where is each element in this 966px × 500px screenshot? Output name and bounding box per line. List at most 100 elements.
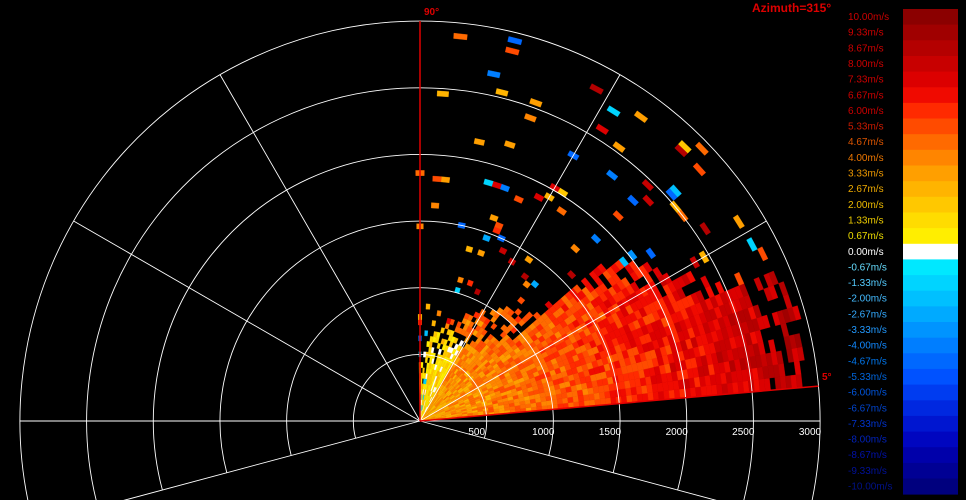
velocity-cell [544, 300, 554, 310]
velocity-cell [642, 261, 653, 274]
colorbar-swatch [903, 415, 958, 432]
colorbar-label: 9.33m/s [848, 28, 884, 39]
velocity-cell [517, 296, 526, 305]
colorbar-swatch [903, 259, 958, 276]
velocity-cell [627, 194, 639, 207]
velocity-cell [699, 221, 711, 236]
radial-spoke [419, 420, 717, 500]
colorbar-swatch [903, 165, 958, 182]
velocity-cell [761, 314, 771, 329]
velocity-cell [621, 395, 628, 404]
velocity-cell [732, 214, 745, 229]
colorbar-swatch [903, 368, 958, 385]
colorbar-swatch [903, 24, 958, 41]
colorbar-swatch [903, 149, 958, 166]
velocity-cell [520, 272, 530, 281]
velocity-cell [714, 281, 725, 295]
velocity-cell [513, 195, 524, 204]
velocity-cell [663, 390, 670, 400]
colorbar-swatch [903, 290, 958, 307]
velocity-cell [436, 342, 441, 350]
velocity-cell [645, 247, 657, 260]
velocity-cell [642, 194, 655, 207]
velocity-cell [589, 83, 604, 95]
velocity-cell [473, 311, 480, 319]
colorbar-label: -1.33m/s [848, 278, 887, 289]
velocity-cell [483, 178, 494, 187]
radial-spoke [73, 220, 421, 422]
range-tick-label: 1000 [532, 427, 555, 438]
velocity-cell [793, 360, 802, 376]
velocity-cell [620, 276, 631, 288]
colorbar-label: -8.00m/s [848, 435, 887, 446]
velocity-cell [458, 339, 465, 347]
range-tick-label: 2500 [732, 427, 755, 438]
polar-grid [19, 20, 821, 500]
velocity-cell [596, 263, 607, 274]
colorbar-swatch [903, 228, 958, 245]
velocity-cell [486, 333, 494, 341]
velocity-cell [685, 270, 696, 284]
colorbar-label: -9.33m/s [848, 466, 887, 477]
velocity-cell [507, 36, 523, 46]
velocity-cell [668, 389, 676, 400]
velocity-cell [424, 330, 429, 337]
colorbar-swatch [903, 400, 958, 417]
colorbar-swatch [903, 87, 958, 104]
velocity-cell [572, 395, 579, 403]
velocity-cell [556, 206, 568, 216]
velocity-cell [631, 394, 638, 403]
colorbar-swatch [903, 134, 958, 151]
colorbar-swatch [903, 353, 958, 370]
velocity-cell [514, 308, 523, 316]
colorbar-swatch [903, 243, 958, 260]
colorbar-label: -8.67m/s [848, 450, 887, 461]
velocity-cell [580, 277, 591, 287]
velocity-cell [433, 331, 438, 338]
colorbar-label: 1.33m/s [848, 216, 884, 227]
velocity-cell [658, 390, 665, 401]
velocity-cell [618, 256, 629, 268]
colorbar-label: 8.67m/s [848, 43, 884, 54]
velocity-cell [593, 392, 601, 400]
velocity-cell [446, 317, 452, 325]
velocity-cell [490, 322, 498, 331]
velocity-cell [669, 184, 682, 198]
velocity-cell [626, 394, 633, 404]
velocity-cell [700, 275, 711, 289]
colorbar-swatch [903, 102, 958, 119]
velocity-cell [778, 281, 789, 297]
velocity-cell [705, 285, 715, 299]
colorbar-label: 8.00m/s [848, 59, 884, 70]
velocity-cell [500, 324, 508, 332]
range-tick-label: 2000 [666, 427, 689, 438]
radial-spoke [419, 220, 767, 422]
velocity-cell [570, 243, 581, 254]
velocity-cell [590, 233, 602, 245]
colorbar-swatch [903, 322, 958, 339]
velocity-cell [572, 284, 582, 294]
velocity-cell [529, 98, 543, 108]
colorbar-swatch [903, 337, 958, 354]
velocity-cell [612, 210, 624, 222]
velocity-cell [522, 280, 532, 289]
colorbar-swatch [903, 478, 958, 495]
velocity-cell [436, 310, 442, 317]
velocity-cell [453, 32, 468, 41]
colorbar-swatch [903, 56, 958, 73]
colorbar-label: -0.67m/s [848, 262, 887, 273]
velocity-cell [583, 394, 590, 402]
velocity-cell [524, 113, 537, 123]
velocity-cell [499, 183, 510, 193]
velocity-cell [605, 169, 619, 181]
velocity-cell [491, 181, 502, 190]
velocity-cell [463, 312, 470, 320]
velocity-cell [477, 249, 486, 257]
velocity-cell [431, 320, 437, 327]
velocity-cell [465, 245, 474, 253]
velocity-cell [556, 398, 564, 405]
velocity-cell [495, 88, 509, 97]
velocity-cell [422, 367, 425, 374]
velocity-cell [432, 175, 442, 183]
velocity-cell [734, 271, 745, 286]
